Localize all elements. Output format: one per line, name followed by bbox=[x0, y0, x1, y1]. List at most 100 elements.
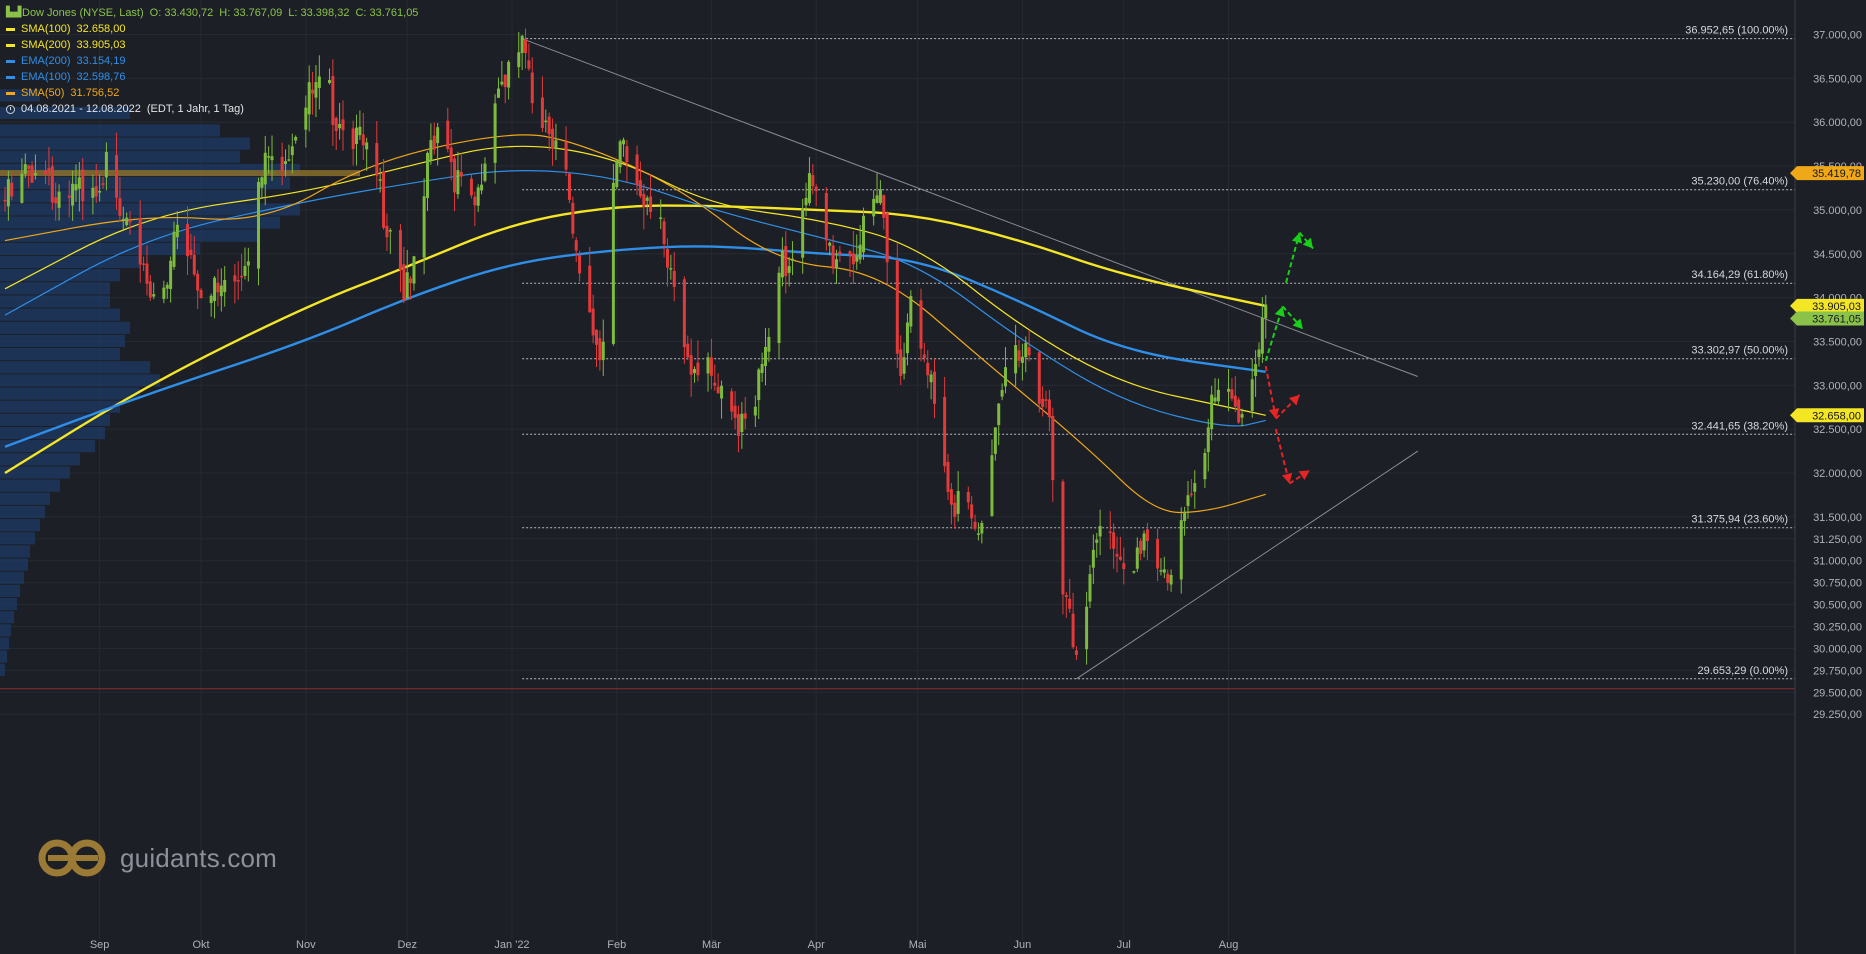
price-axis-background bbox=[1795, 0, 1866, 954]
candle bbox=[189, 234, 193, 259]
candle bbox=[1227, 369, 1231, 412]
time-axis[interactable]: Sep Okt Nov Dez Jan '22 Feb Mär Apr Mai Jun Jul Aug bbox=[90, 939, 1238, 951]
candle-body bbox=[1189, 493, 1193, 496]
candle-body bbox=[909, 295, 913, 327]
candle bbox=[997, 402, 1001, 446]
candle-body bbox=[760, 363, 764, 373]
candle bbox=[6, 170, 10, 221]
candle-body bbox=[1047, 399, 1051, 418]
candle-body bbox=[1142, 533, 1146, 551]
volume-profile-bar bbox=[0, 426, 105, 440]
sma200-label: SMA(200) bbox=[21, 39, 71, 51]
candle bbox=[990, 439, 994, 517]
candle-body bbox=[199, 289, 203, 299]
candle-body bbox=[943, 396, 947, 467]
scenario-arrows bbox=[1264, 232, 1314, 485]
candle-body bbox=[91, 187, 95, 198]
candle-body bbox=[949, 489, 953, 505]
candle bbox=[209, 293, 213, 317]
candle bbox=[919, 288, 923, 362]
candle bbox=[764, 327, 767, 386]
candle-body bbox=[175, 224, 179, 238]
open-value: O: 33.430,72 bbox=[149, 7, 214, 19]
candle bbox=[956, 471, 960, 522]
candle bbox=[1003, 347, 1007, 394]
candle-body bbox=[1095, 539, 1099, 543]
volume-profile-bar bbox=[0, 374, 160, 387]
candle bbox=[267, 146, 271, 175]
candle-body bbox=[10, 182, 14, 197]
candle bbox=[98, 174, 102, 202]
candle-body bbox=[848, 251, 852, 255]
legend-date-range[interactable]: 04.08.2021 - 12.08.2022 (EDT, 1 Jahr, 1 … bbox=[6, 101, 418, 117]
candle-body bbox=[753, 406, 757, 416]
volume-profile-bar bbox=[0, 532, 35, 545]
candle bbox=[1088, 564, 1092, 608]
candle bbox=[1230, 378, 1234, 402]
scenario-arrow-head bbox=[1281, 472, 1293, 484]
ma-sma100 bbox=[4, 145, 1266, 416]
candle bbox=[949, 482, 953, 525]
candle bbox=[81, 158, 85, 221]
candle-body bbox=[1091, 549, 1095, 568]
price-badge: 33.761,05 bbox=[1790, 311, 1864, 326]
candle bbox=[317, 55, 321, 110]
candle bbox=[929, 370, 933, 400]
scenario-arrow bbox=[1274, 428, 1293, 484]
candle bbox=[47, 147, 51, 186]
candle bbox=[50, 156, 54, 210]
scenario-arrow-line bbox=[1264, 306, 1284, 362]
volume-profile-bar bbox=[0, 611, 14, 624]
candle bbox=[1264, 295, 1268, 339]
legend-title-row: ▙▟ Dow Jones (NYSE, Last) O: 33.430,72 H… bbox=[6, 5, 418, 21]
candle-body bbox=[503, 74, 507, 88]
candle bbox=[1254, 350, 1258, 397]
price-tick-label: 36.500,00 bbox=[1813, 73, 1862, 85]
legend-indicator-sma50[interactable]: SMA(50) 31.756,52 bbox=[6, 85, 418, 101]
candle-body bbox=[412, 256, 416, 284]
candle bbox=[611, 163, 615, 346]
candle bbox=[104, 142, 108, 191]
candle-body bbox=[980, 522, 984, 534]
legend-indicator-sma200[interactable]: SMA(200) 33.905,03 bbox=[6, 37, 418, 53]
candle-body bbox=[104, 151, 108, 178]
candle-body bbox=[706, 357, 710, 374]
candle-body bbox=[469, 178, 473, 196]
volume-profile-bar bbox=[0, 558, 28, 571]
trendlines bbox=[521, 38, 1419, 680]
candle bbox=[263, 136, 267, 206]
candle-body bbox=[422, 196, 426, 258]
volume-profile-poc bbox=[0, 170, 360, 177]
chart-type-icon[interactable]: ▙▟ bbox=[6, 7, 22, 18]
candle bbox=[625, 139, 629, 182]
candle-body bbox=[669, 268, 673, 270]
candle bbox=[1047, 389, 1051, 432]
candle bbox=[169, 256, 173, 303]
candle-body bbox=[834, 259, 838, 269]
price-tick-label: 37.000,00 bbox=[1813, 30, 1862, 42]
legend-indicator-ema100[interactable]: EMA(100) 32.598,76 bbox=[6, 69, 418, 85]
candle bbox=[554, 123, 558, 161]
candle-body bbox=[1227, 388, 1231, 392]
candle bbox=[530, 57, 534, 114]
legend-indicator-sma100[interactable]: SMA(100) 32.658,00 bbox=[6, 21, 418, 37]
time-tick-label: Jun bbox=[1014, 939, 1032, 951]
scenario-arrow bbox=[1264, 306, 1285, 362]
candle bbox=[1186, 480, 1190, 519]
candle bbox=[115, 132, 119, 210]
candle bbox=[1108, 511, 1112, 550]
candle bbox=[682, 276, 686, 364]
candle bbox=[976, 522, 980, 541]
legend-indicator-ema200[interactable]: EMA(200) 33.154,19 bbox=[6, 53, 418, 69]
candle-body bbox=[926, 362, 930, 376]
candle bbox=[311, 71, 315, 115]
volume-profile-bar bbox=[0, 413, 110, 426]
candle bbox=[1216, 378, 1220, 407]
candle bbox=[175, 211, 179, 250]
candle-body bbox=[757, 369, 761, 401]
candle-body bbox=[101, 183, 105, 185]
guidants-logo[interactable]: guidants.com bbox=[38, 838, 277, 878]
candle bbox=[1213, 378, 1217, 404]
candle bbox=[71, 170, 75, 221]
